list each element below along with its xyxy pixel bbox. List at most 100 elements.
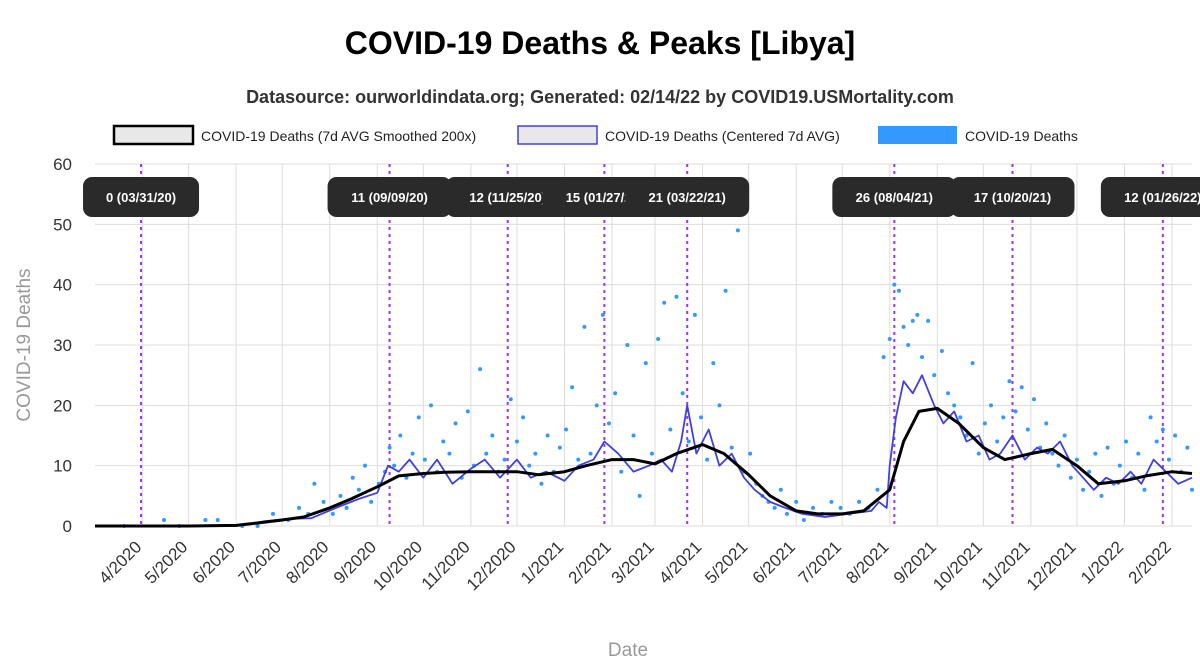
x-tick-labels: 4/20205/20206/20207/20208/20209/202010/2… xyxy=(95,537,1175,594)
x-tick-label: 12/2020 xyxy=(463,537,520,594)
raw-data-point xyxy=(312,481,317,486)
raw-data-point xyxy=(995,439,1000,444)
raw-data-point xyxy=(1105,445,1110,450)
raw-data-point xyxy=(297,505,302,510)
raw-data-point xyxy=(649,451,654,456)
y-tick-labels: 0 10 20 30 40 50 60 xyxy=(53,155,72,536)
raw-data-point xyxy=(1050,451,1055,456)
raw-data-point xyxy=(564,427,569,432)
raw-data-point xyxy=(674,294,679,299)
y-tick-label: 40 xyxy=(53,276,72,295)
x-tick-label: 11/2021 xyxy=(978,537,1034,593)
raw-data-point xyxy=(490,433,495,438)
raw-points xyxy=(122,228,1194,528)
raw-data-point xyxy=(1136,451,1141,456)
raw-data-point xyxy=(1068,475,1073,480)
raw-data-point xyxy=(606,421,611,426)
raw-data-point xyxy=(539,481,544,486)
peak-label: 21 (03/22/21) xyxy=(649,190,726,205)
raw-data-point xyxy=(465,409,470,414)
chart-subtitle: Datasource: ourworldindata.org; Generate… xyxy=(246,87,954,107)
raw-data-point xyxy=(215,517,220,522)
raw-data-point xyxy=(416,415,421,420)
raw-data-point xyxy=(881,355,886,360)
raw-data-point xyxy=(1044,421,1049,426)
raw-data-point xyxy=(162,517,167,522)
raw-data-point xyxy=(1124,439,1129,444)
raw-data-point xyxy=(692,312,697,317)
legend: COVID-19 Deaths (7d AVG Smoothed 200x) C… xyxy=(112,124,1078,146)
raw-data-point xyxy=(875,487,880,492)
raw-data-point xyxy=(976,451,981,456)
raw-data-point xyxy=(705,457,710,462)
raw-data-point xyxy=(1154,439,1159,444)
x-tick-label: 1/2022 xyxy=(1077,537,1127,587)
raw-data-point xyxy=(838,505,843,510)
raw-data-point xyxy=(588,451,593,456)
peak-label-box xyxy=(832,177,957,217)
raw-data-point xyxy=(533,451,538,456)
raw-data-point xyxy=(711,361,716,366)
chart-title: COVID-19 Deaths & Peaks [Libya] xyxy=(345,25,855,61)
raw-data-point xyxy=(545,433,550,438)
peak-label: 26 (08/04/21) xyxy=(856,190,933,205)
y-tick-label: 10 xyxy=(53,457,72,476)
raw-data-point xyxy=(600,312,605,317)
y-tick-label: 30 xyxy=(53,336,72,355)
raw-data-point xyxy=(723,288,728,293)
peak-label: 11 (09/09/20) xyxy=(351,190,428,205)
raw-data-point xyxy=(369,499,374,504)
x-tick-label: 8/2021 xyxy=(842,537,892,587)
raw-data-point xyxy=(896,288,901,293)
raw-data-point xyxy=(686,439,691,444)
raw-data-point xyxy=(970,361,975,366)
raw-data-point xyxy=(582,324,587,329)
peak-label-box xyxy=(83,177,200,217)
raw-data-point xyxy=(631,433,636,438)
peak-label-box xyxy=(625,177,750,217)
raw-data-point xyxy=(502,457,507,462)
x-tick-label: 1/2021 xyxy=(517,537,567,587)
raw-data-point xyxy=(594,403,599,408)
x-tick-label: 2/2022 xyxy=(1125,537,1175,587)
raw-data-point xyxy=(1185,445,1190,450)
raw-data-point xyxy=(613,391,618,396)
raw-data-point xyxy=(1142,487,1147,492)
raw-data-point xyxy=(392,463,397,468)
raw-data-point xyxy=(410,451,415,456)
raw-data-point xyxy=(910,318,915,323)
raw-data-point xyxy=(915,312,920,317)
x-tick-label: 7/2021 xyxy=(795,537,845,587)
x-tick-label: 6/2020 xyxy=(189,537,239,587)
raw-data-point xyxy=(203,517,208,522)
raw-data-point xyxy=(557,445,562,450)
raw-data-point xyxy=(662,300,667,305)
raw-data-point xyxy=(1007,379,1012,384)
raw-data-point xyxy=(919,355,924,360)
y-tick-label: 20 xyxy=(53,396,72,415)
raw-data-point xyxy=(794,499,799,504)
raw-data-point xyxy=(748,451,753,456)
raw-data-point xyxy=(1062,433,1067,438)
raw-data-point xyxy=(398,433,403,438)
x-tick-label: 10/2021 xyxy=(929,537,986,594)
raw-data-point xyxy=(255,524,260,528)
y-tick-label: 50 xyxy=(53,215,72,234)
peak-label: 15 (01/27/21) xyxy=(566,190,643,205)
raw-data-point xyxy=(729,445,734,450)
legend-label-avg: COVID-19 Deaths (Centered 7d AVG) xyxy=(605,128,840,144)
raw-data-point xyxy=(338,493,343,498)
raw-data-point xyxy=(453,421,458,426)
x-tick-label: 2/2021 xyxy=(565,537,615,587)
x-tick-label: 5/2020 xyxy=(141,537,191,587)
raw-data-point xyxy=(801,517,806,522)
raw-data-point xyxy=(527,463,532,468)
x-tick-label: 8/2020 xyxy=(282,537,332,587)
x-tick-label: 3/2021 xyxy=(608,537,658,587)
raw-data-point xyxy=(829,499,834,504)
raw-data-point xyxy=(668,427,673,432)
x-tick-label: 12/2021 xyxy=(1023,537,1080,594)
raw-data-point xyxy=(508,397,513,402)
raw-data-point xyxy=(1173,433,1178,438)
